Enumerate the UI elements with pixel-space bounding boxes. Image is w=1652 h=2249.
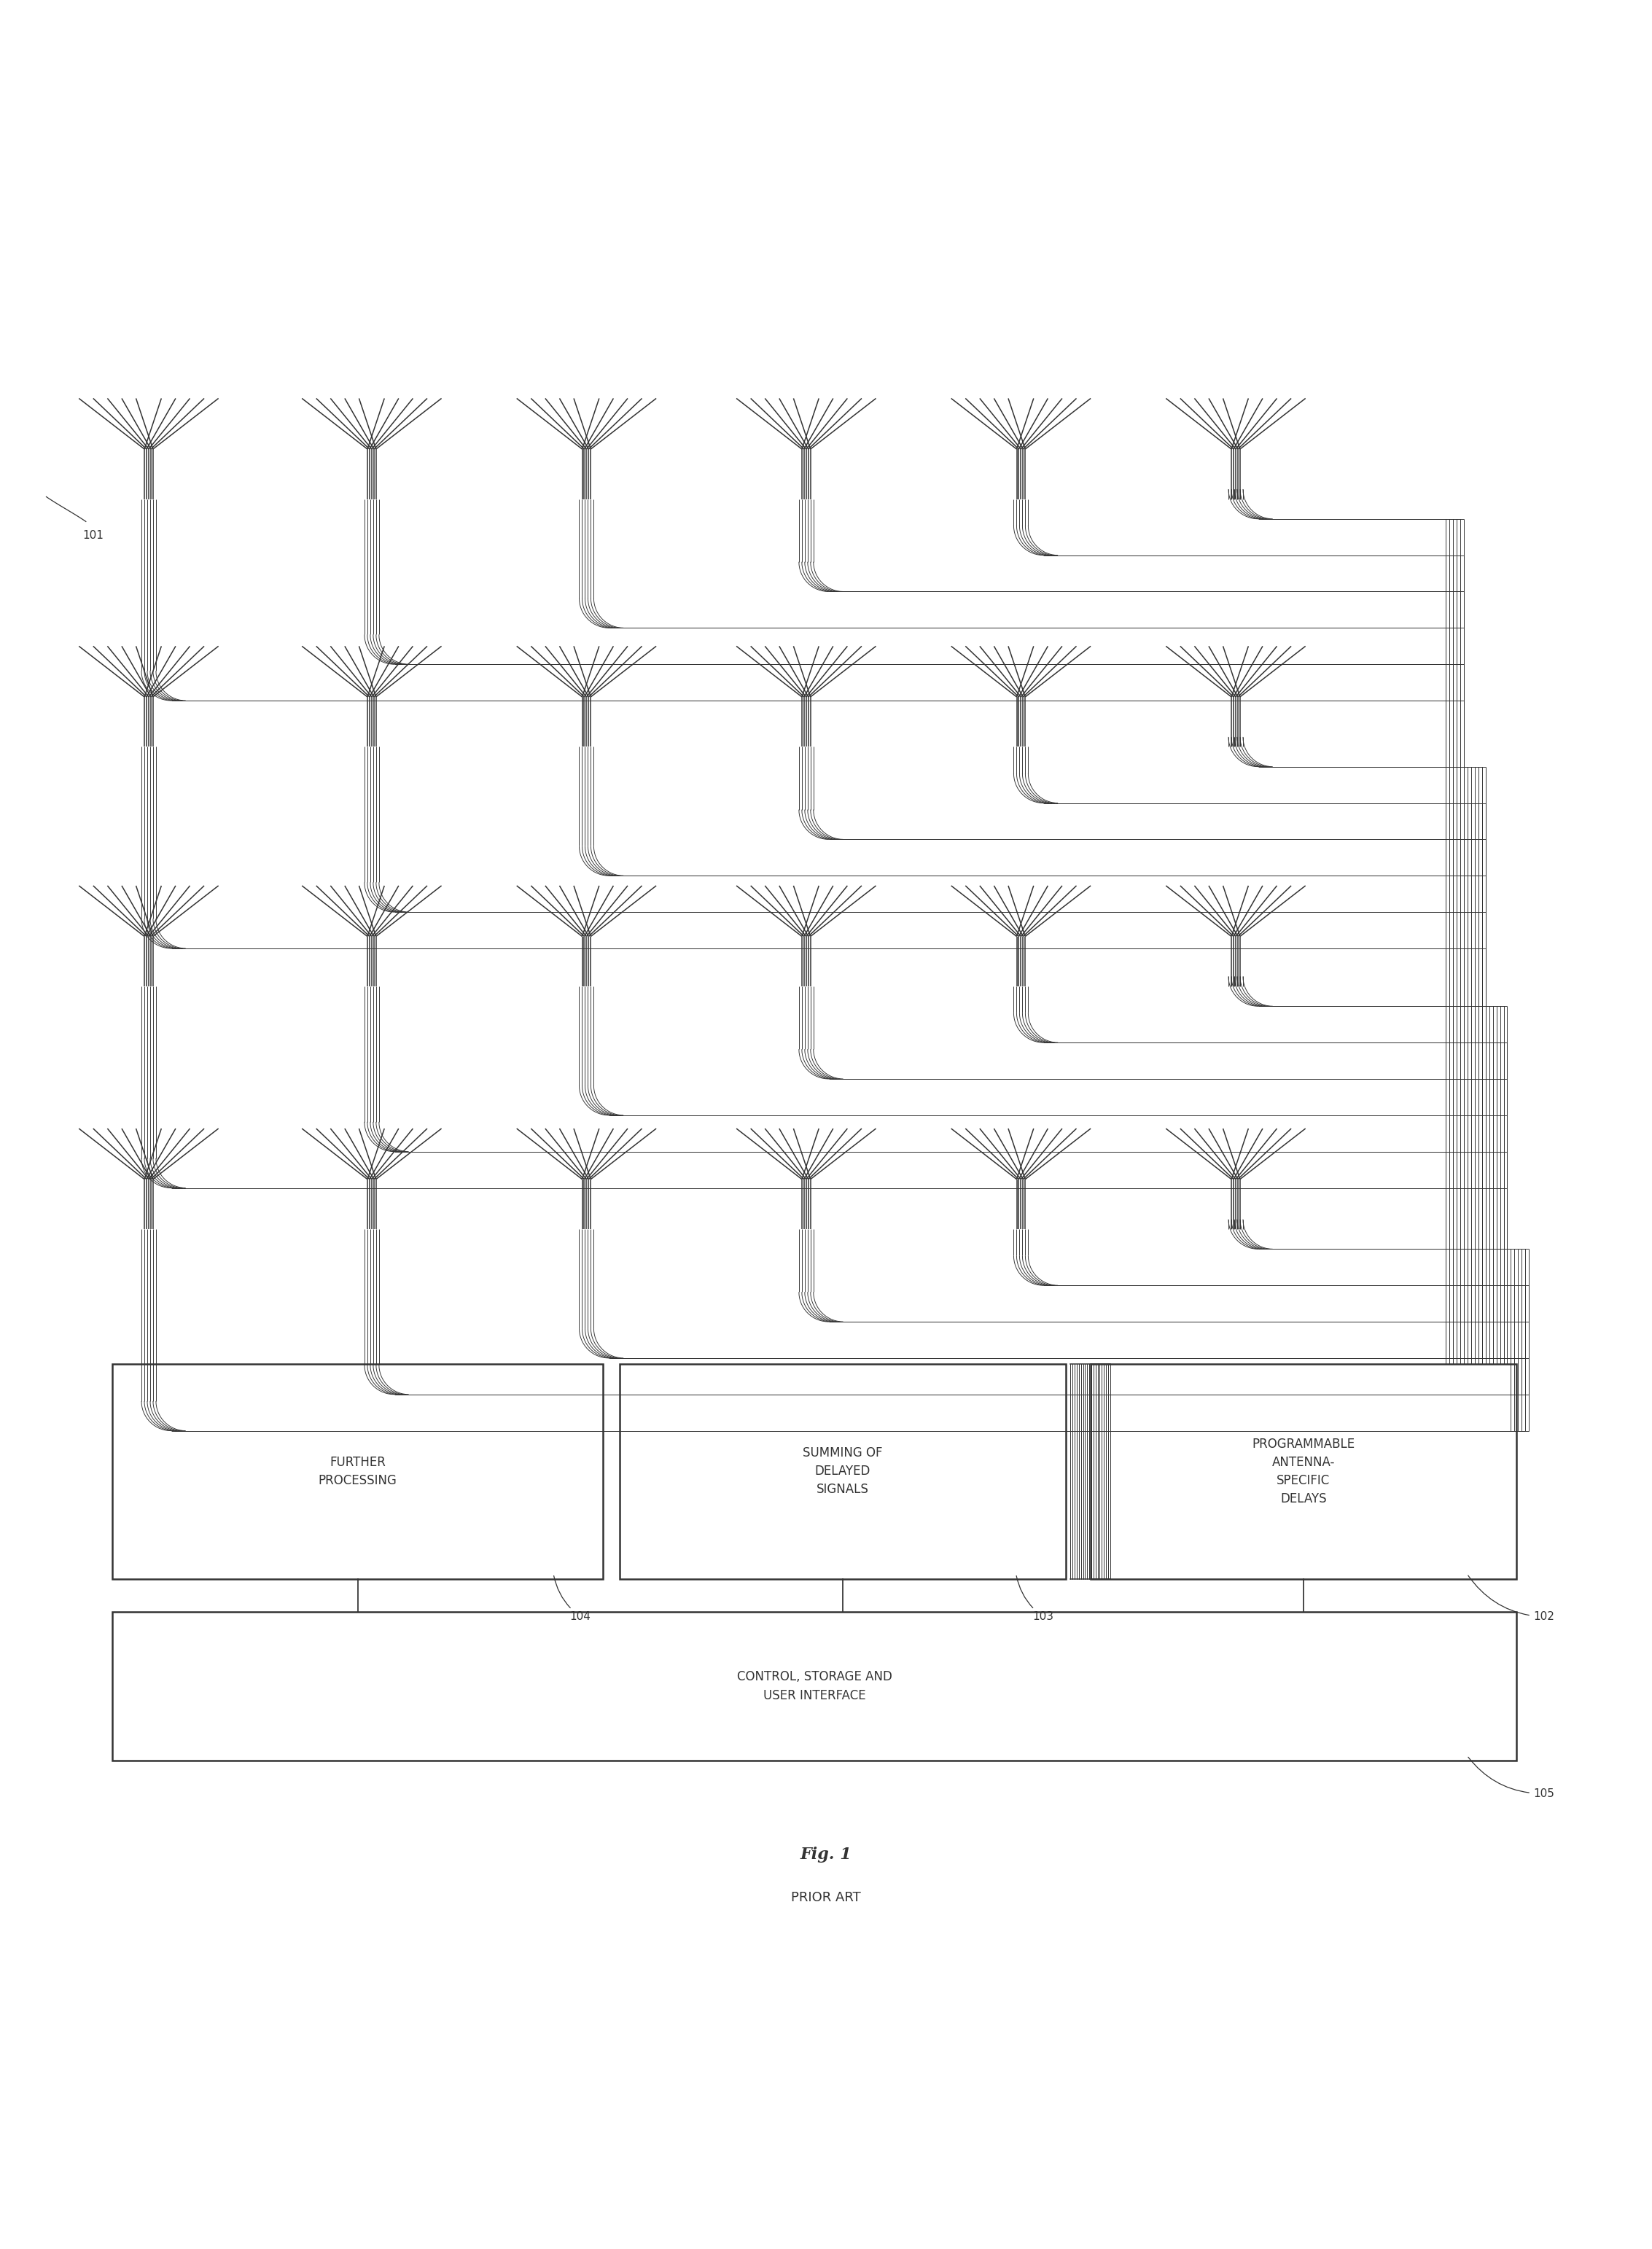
Text: 101: 101	[83, 531, 104, 540]
Bar	[1090, 1365, 1517, 1579]
Bar	[112, 1613, 1517, 1761]
Text: PROGRAMMABLE
ANTENNA-
SPECIFIC
DELAYS: PROGRAMMABLE ANTENNA- SPECIFIC DELAYS	[1252, 1437, 1355, 1505]
Bar	[112, 1365, 603, 1579]
Text: PRIOR ART: PRIOR ART	[791, 1891, 861, 1905]
Bar	[620, 1365, 1066, 1579]
Text: 103: 103	[1016, 1577, 1054, 1622]
Text: 105: 105	[1469, 1756, 1555, 1799]
Text: 104: 104	[553, 1577, 591, 1622]
Text: Fig. 1: Fig. 1	[800, 1846, 852, 1862]
Text: SUMMING OF
DELAYED
SIGNALS: SUMMING OF DELAYED SIGNALS	[803, 1446, 882, 1496]
Text: CONTROL, STORAGE AND
USER INTERFACE: CONTROL, STORAGE AND USER INTERFACE	[737, 1671, 892, 1702]
Text: FURTHER
PROCESSING: FURTHER PROCESSING	[319, 1455, 396, 1487]
Text: 102: 102	[1469, 1577, 1555, 1622]
